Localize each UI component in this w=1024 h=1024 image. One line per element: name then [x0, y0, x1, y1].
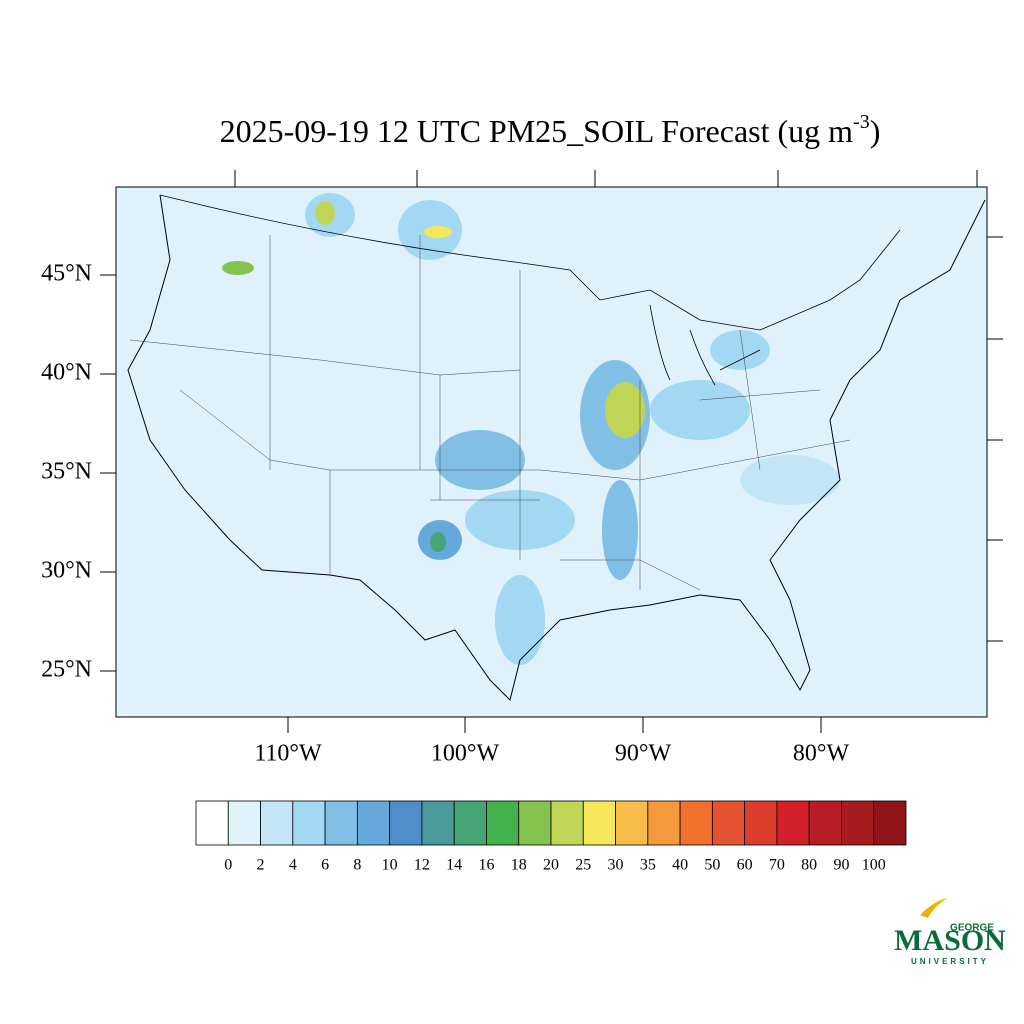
logo: GEORGE MASON UNIVERSITY	[894, 898, 1006, 966]
color-box	[260, 800, 294, 846]
color-box	[227, 800, 261, 846]
lon-label: 110°W	[254, 741, 322, 767]
color-box	[808, 800, 842, 846]
lat-label: 40°N	[41, 360, 92, 386]
colorbar-label: 6	[321, 857, 329, 874]
colorbar-label: 35	[640, 857, 656, 874]
colorbar-label: 100	[862, 857, 886, 874]
color-box	[873, 800, 907, 846]
color-box	[324, 800, 358, 846]
colorbar-label: 60	[737, 857, 753, 874]
color-box	[615, 800, 649, 846]
colorbar-label: 2	[257, 857, 265, 874]
colorbar-label: 10	[382, 857, 398, 874]
colorbar-label: 16	[478, 857, 494, 874]
colorbar-label: 8	[353, 857, 361, 874]
color-box	[711, 800, 746, 846]
lat-label: 25°N	[41, 657, 92, 683]
color-box	[453, 800, 487, 846]
color-box	[356, 800, 391, 846]
color-box	[292, 800, 326, 846]
colorbar-label: 12	[414, 857, 430, 874]
color-box	[744, 800, 778, 846]
colorbar-label: 80	[801, 857, 817, 874]
logo-top: GEORGE	[950, 923, 994, 934]
axis-labels: 45°N 40°N 35°N 30°N 25°N 110°W 100°W 90°W 80°W	[41, 261, 849, 767]
lon-label: 80°W	[793, 741, 850, 767]
colorbar-label: 14	[446, 857, 462, 874]
colorbar: 0 2 4 6 8 10 12 14 16 18 20 25 30 35 40 50 60 70 80 90 100	[195, 800, 907, 874]
color-box	[518, 800, 552, 846]
coastlines	[127, 194, 986, 701]
lon-label: 90°W	[615, 741, 672, 767]
colorbar-label: 0	[224, 857, 232, 874]
lon-label: 100°W	[431, 741, 500, 767]
color-box	[647, 800, 681, 846]
lat-label: 30°N	[41, 558, 92, 584]
title-text: 2025-09-19 12 UTC PM25_SOIL Forecast (ug…	[220, 113, 854, 149]
color-box	[550, 800, 584, 846]
color-box	[389, 800, 423, 846]
axes-ticks	[100, 170, 1003, 733]
color-box	[421, 800, 455, 846]
colorbar-label: 20	[543, 857, 559, 874]
lat-label: 35°N	[41, 459, 92, 485]
colorbar-label: 30	[608, 857, 624, 874]
colorbar-label: 25	[575, 857, 591, 874]
color-box	[486, 800, 520, 846]
colorbar-label: 90	[833, 857, 849, 874]
colorbar-label: 40	[672, 857, 688, 874]
colorbar-label: 70	[769, 857, 785, 874]
title: 2025-09-19 12 UTC PM25_SOIL Forecast (ug…	[220, 111, 881, 150]
logo-bottom: UNIVERSITY	[911, 957, 989, 966]
title-close: )	[870, 113, 881, 149]
color-box	[841, 800, 875, 846]
color-box	[195, 800, 229, 846]
colorbar-label: 50	[704, 857, 720, 874]
color-box	[582, 800, 616, 846]
colorbar-label: 4	[289, 857, 297, 874]
logo-main: MASON	[894, 924, 1006, 957]
color-box	[776, 800, 810, 846]
map-panel	[115, 186, 988, 718]
state-borders	[129, 235, 851, 591]
colorbar-label: 18	[511, 857, 527, 874]
color-box	[679, 800, 713, 846]
title-superscript: -3	[853, 111, 870, 133]
lat-label: 45°N	[41, 261, 92, 287]
